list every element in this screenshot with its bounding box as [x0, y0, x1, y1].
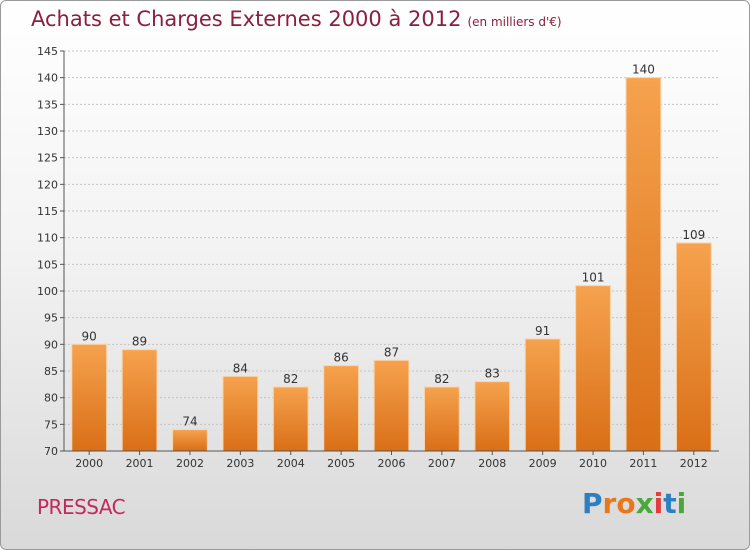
- bar: [474, 381, 511, 452]
- y-tick-label: 105: [37, 258, 58, 271]
- bar: [272, 386, 309, 452]
- x-tick-label: 2012: [680, 457, 708, 470]
- bar: [71, 343, 108, 452]
- proxiti-logo[interactable]: Proxiti: [582, 487, 686, 520]
- bar-value-label: 109: [682, 228, 705, 242]
- x-tick-label: 2003: [226, 457, 254, 470]
- y-axis: 70 75 80 85 90 95 100 105 110 115 120 125 130 135 140 1…: [37, 45, 65, 458]
- x-tick-label: 2001: [126, 457, 154, 470]
- bar-value-label: 74: [182, 415, 197, 429]
- bar-value-label: 87: [384, 345, 399, 359]
- logo-letter: P: [582, 487, 603, 520]
- y-tick-label: 130: [37, 125, 58, 138]
- bar: [323, 365, 359, 452]
- y-tick-label: 110: [37, 232, 58, 245]
- x-tick-label: 2005: [327, 457, 355, 470]
- bar-value-label: 83: [485, 367, 500, 381]
- logo-letter: t: [663, 487, 677, 520]
- x-tick-label: 2010: [579, 457, 607, 470]
- y-tick-label: 70: [44, 445, 58, 458]
- bar-value-label: 82: [283, 372, 298, 386]
- bar-value-label: 90: [82, 329, 97, 343]
- y-tick-label: 75: [44, 418, 58, 431]
- y-tick-label: 90: [44, 338, 58, 351]
- y-tick-label: 140: [37, 72, 58, 85]
- x-tick-label: 2009: [529, 457, 557, 470]
- bar: [373, 359, 410, 452]
- y-tick-label: 95: [44, 312, 58, 325]
- bar-value-label: 89: [132, 335, 147, 349]
- y-tick-label: 135: [37, 98, 58, 111]
- x-tick-label: 2002: [176, 457, 204, 470]
- y-tick-label: 125: [37, 152, 58, 165]
- x-tick-label: 2008: [478, 457, 506, 470]
- chart-title: Achats et Charges Externes 2000 à 2012 (e…: [31, 7, 562, 31]
- x-tick-label: 2000: [75, 457, 103, 470]
- town-name: PRESSAC: [37, 495, 126, 519]
- bar: [625, 77, 662, 452]
- y-tick-label: 145: [37, 45, 58, 58]
- y-tick-label: 100: [37, 285, 58, 298]
- bar-value-label: 91: [535, 324, 550, 338]
- x-tick-label: 2007: [428, 457, 456, 470]
- x-axis: 2000 2001 2002 2003 2004 2005 2006 2007 2008 2009…: [64, 450, 719, 470]
- y-tick-label: 120: [37, 178, 58, 191]
- x-tick-label: 2011: [629, 457, 657, 470]
- logo-letter: i: [676, 487, 687, 520]
- bar: [424, 386, 460, 452]
- y-tick-label: 85: [44, 365, 58, 378]
- x-tick-label: 2004: [277, 457, 305, 470]
- y-tick-label: 115: [37, 205, 58, 218]
- logo-letter: o: [616, 487, 636, 520]
- bar: [222, 375, 259, 452]
- logo-letter: i: [653, 487, 664, 520]
- y-tick-label: 80: [44, 392, 58, 405]
- chart-title-text: Achats et Charges Externes 2000 à 2012: [31, 7, 462, 31]
- bar: [575, 285, 611, 452]
- x-tick-label: 2006: [378, 457, 406, 470]
- bar: [172, 429, 208, 452]
- logo-letter: x: [635, 487, 654, 520]
- bar-value-label: 140: [632, 63, 655, 77]
- bar-value-label: 84: [233, 361, 248, 375]
- bars: 90 89 74 84 82 86 87 82 83 91 101 140 109: [71, 63, 712, 452]
- bar-value-label: 82: [434, 372, 449, 386]
- bar-value-label: 101: [582, 271, 605, 285]
- bar: [121, 349, 158, 452]
- chart-subtitle: (en milliers d'€): [467, 15, 562, 29]
- bar-value-label: 86: [333, 351, 348, 365]
- bar: [675, 242, 712, 452]
- bar: [524, 338, 561, 452]
- logo-letter: r: [602, 487, 617, 520]
